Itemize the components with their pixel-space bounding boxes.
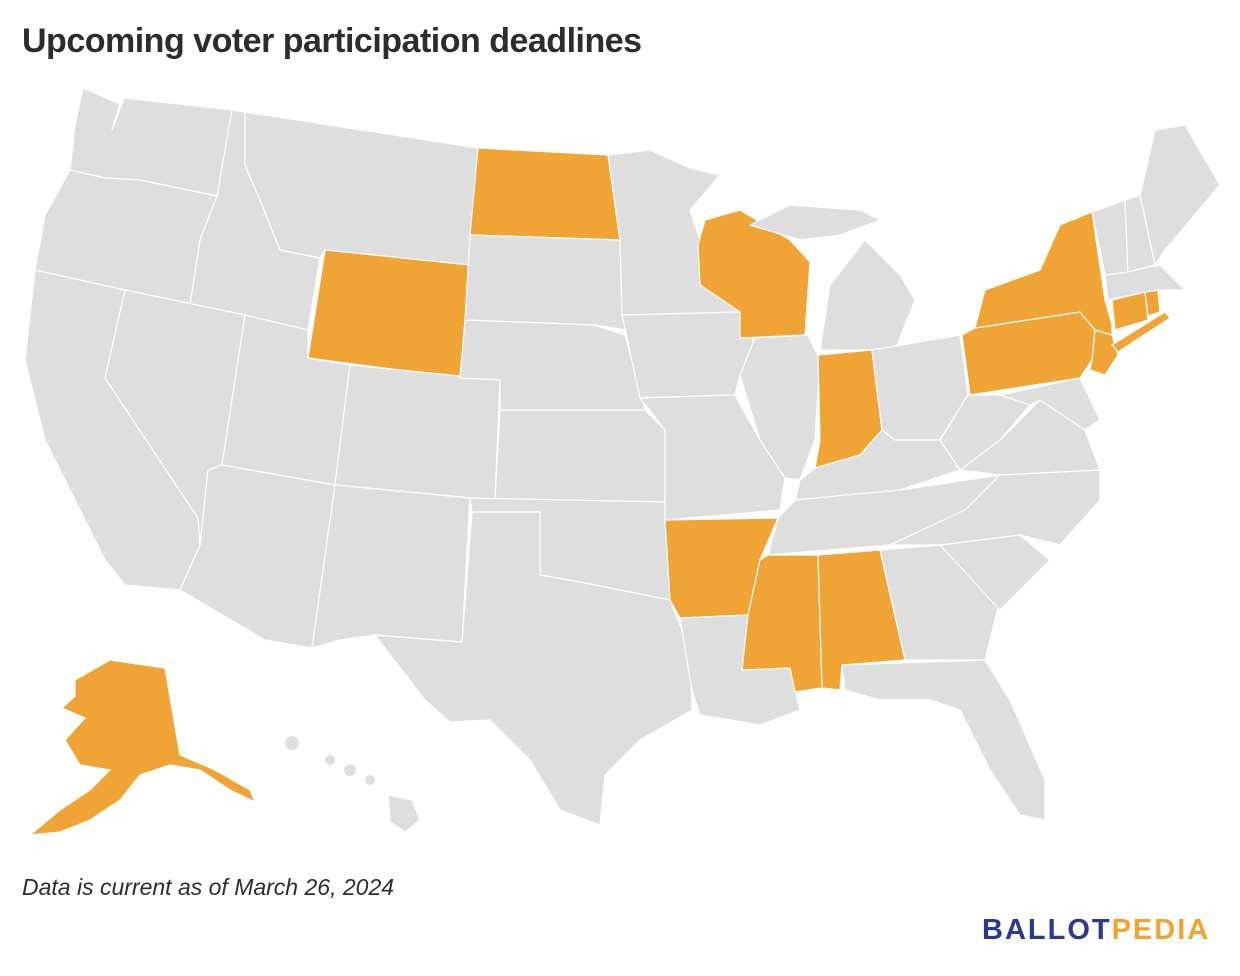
state-colorado[interactable] <box>334 364 501 501</box>
state-wyoming[interactable] <box>307 249 471 379</box>
state-new-jersey[interactable] <box>1089 329 1119 376</box>
state-new-york[interactable] <box>974 211 1171 353</box>
state-rhode-island[interactable] <box>1144 289 1161 317</box>
state-florida[interactable] <box>841 659 1046 821</box>
ballotpedia-logo[interactable]: BALLOTPEDIA <box>982 914 1211 946</box>
state-maine[interactable] <box>1139 124 1221 266</box>
state-alaska[interactable] <box>29 659 256 836</box>
state-north-dakota[interactable] <box>469 147 621 241</box>
state-missouri[interactable] <box>639 394 786 521</box>
state-hawaii[interactable] <box>285 736 421 833</box>
state-south-dakota[interactable] <box>464 234 626 331</box>
state-massachusetts[interactable] <box>1104 264 1186 301</box>
state-kansas[interactable] <box>494 409 666 503</box>
state-iowa[interactable] <box>621 311 756 399</box>
data-date-note: Data is current as of March 26, 2024 <box>22 874 395 900</box>
state-montana[interactable] <box>244 111 479 266</box>
chart-title: Upcoming voter participation deadlines <box>22 22 642 60</box>
state-texas[interactable] <box>374 511 693 826</box>
state-new-mexico[interactable] <box>311 484 471 649</box>
